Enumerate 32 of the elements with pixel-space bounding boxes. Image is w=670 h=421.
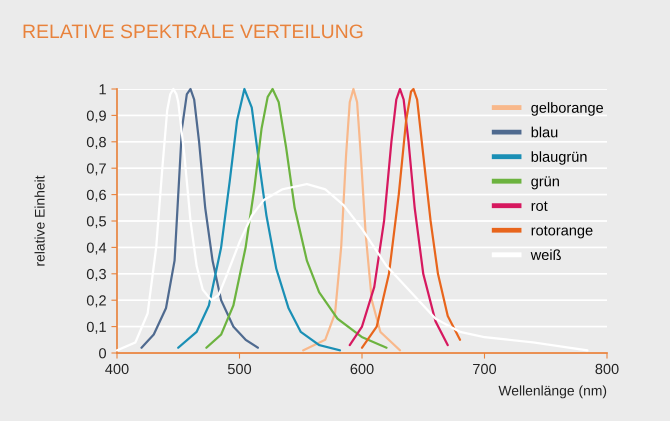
x-tick-label: 500 <box>228 364 252 374</box>
legend-label: weiß <box>530 249 561 260</box>
chart-title: RELATIVE SPEKTRALE VERTEILUNG <box>24 24 362 38</box>
y-tick-label: 1 <box>100 84 106 94</box>
legend-label: blaugrün <box>532 151 587 165</box>
y-tick-label: 0,3 <box>86 268 106 281</box>
y-tick-label: 0,8 <box>86 136 106 149</box>
legend-label: gelborange <box>531 102 604 116</box>
y-tick-label: 0 <box>99 348 106 358</box>
line-series <box>302 88 402 352</box>
x-tick-label: 700 <box>473 364 496 374</box>
x-axis-title: Wellenlänge (nm) <box>498 385 606 398</box>
line-series <box>205 88 388 349</box>
y-tick-label: 0,7 <box>86 163 106 176</box>
x-tick-label: 800 <box>595 364 619 374</box>
y-axis-title: relative Einheit <box>34 176 45 266</box>
y-tick-label: 0,4 <box>86 242 106 255</box>
legend-label: rot <box>532 201 548 211</box>
line-series <box>348 88 449 346</box>
line-series <box>140 88 259 349</box>
line-series <box>360 88 462 349</box>
legend-label: blau <box>532 126 558 138</box>
legend-label: grün <box>531 176 559 190</box>
y-tick-label: 0,9 <box>86 110 106 123</box>
y-tick-label: 0,6 <box>86 190 106 202</box>
legend-label: rotorange <box>532 226 592 238</box>
x-tick-label: 600 <box>350 364 374 374</box>
line-series <box>177 88 342 352</box>
y-tick-label: 0,1 <box>86 322 106 334</box>
x-tick-label: 400 <box>105 364 129 374</box>
y-tick-label: 0,2 <box>86 295 106 308</box>
y-tick-label: 0,5 <box>86 216 106 228</box>
